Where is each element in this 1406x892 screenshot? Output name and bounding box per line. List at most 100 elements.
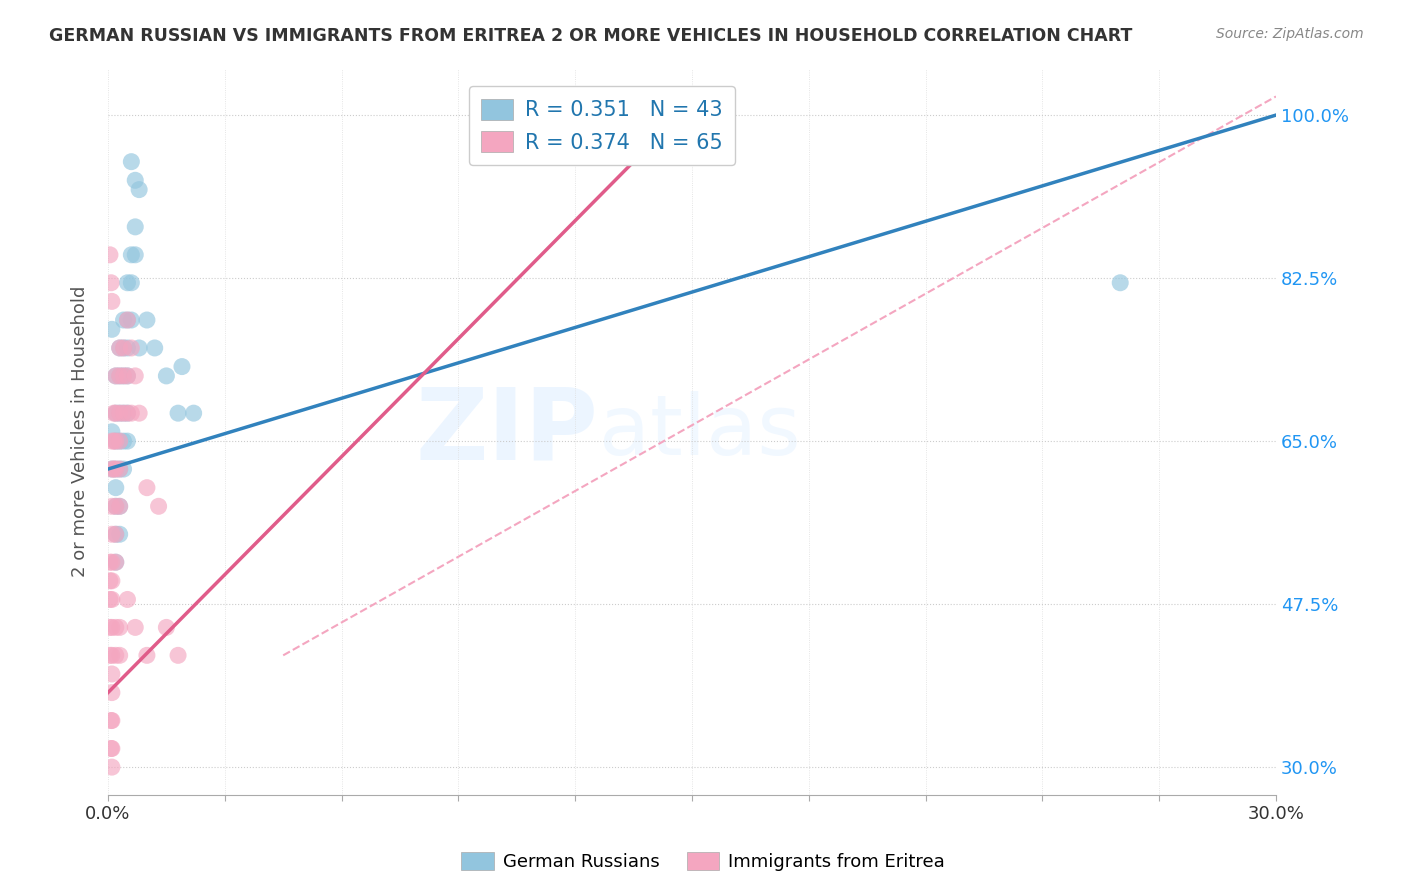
- Point: [112, 341, 135, 355]
- Point: [108, 406, 131, 420]
- Point: [170, 359, 193, 374]
- Point: [100, 741, 122, 756]
- Point: [101, 760, 124, 774]
- Text: ZIP: ZIP: [416, 384, 599, 480]
- Point: [155, 368, 177, 383]
- Point: [124, 219, 146, 234]
- Point: [104, 462, 127, 476]
- Point: [108, 462, 131, 476]
- Legend: German Russians, Immigrants from Eritrea: German Russians, Immigrants from Eritrea: [454, 845, 952, 879]
- Point: [183, 406, 205, 420]
- Point: [101, 648, 124, 663]
- Point: [101, 667, 124, 681]
- Point: [108, 462, 131, 476]
- Point: [104, 555, 127, 569]
- Point: [103, 434, 125, 449]
- Point: [167, 406, 190, 420]
- Point: [104, 500, 127, 514]
- Point: [108, 406, 131, 420]
- Point: [124, 620, 146, 634]
- Point: [120, 276, 142, 290]
- Point: [148, 500, 170, 514]
- Point: [101, 527, 124, 541]
- Point: [104, 527, 127, 541]
- Point: [98, 248, 121, 262]
- Point: [108, 341, 131, 355]
- Point: [108, 368, 131, 383]
- Point: [117, 276, 139, 290]
- Point: [101, 462, 124, 476]
- Point: [117, 592, 139, 607]
- Point: [101, 322, 124, 336]
- Point: [101, 741, 124, 756]
- Point: [108, 500, 131, 514]
- Point: [101, 555, 124, 569]
- Point: [104, 481, 127, 495]
- Y-axis label: 2 or more Vehicles in Household: 2 or more Vehicles in Household: [72, 286, 89, 577]
- Text: Source: ZipAtlas.com: Source: ZipAtlas.com: [1216, 27, 1364, 41]
- Point: [124, 173, 146, 187]
- Point: [112, 313, 135, 327]
- Point: [124, 248, 146, 262]
- Point: [104, 434, 127, 449]
- Point: [167, 648, 190, 663]
- Point: [112, 341, 135, 355]
- Point: [135, 313, 157, 327]
- Point: [101, 462, 124, 476]
- Point: [128, 183, 150, 197]
- Point: [117, 434, 139, 449]
- Point: [112, 368, 135, 383]
- Point: [98, 620, 121, 634]
- Point: [120, 154, 142, 169]
- Point: [101, 620, 124, 634]
- Point: [108, 434, 131, 449]
- Point: [112, 462, 135, 476]
- Point: [135, 481, 157, 495]
- Point: [104, 368, 127, 383]
- Point: [104, 648, 127, 663]
- Point: [108, 368, 131, 383]
- Point: [98, 592, 121, 607]
- Point: [117, 313, 139, 327]
- Point: [98, 574, 121, 588]
- Point: [101, 425, 124, 439]
- Point: [128, 341, 150, 355]
- Point: [104, 527, 127, 541]
- Point: [101, 574, 124, 588]
- Point: [117, 406, 139, 420]
- Point: [101, 685, 124, 699]
- Point: [112, 434, 135, 449]
- Point: [128, 406, 150, 420]
- Point: [108, 648, 131, 663]
- Legend: R = 0.351   N = 43, R = 0.374   N = 65: R = 0.351 N = 43, R = 0.374 N = 65: [468, 87, 735, 165]
- Point: [104, 434, 127, 449]
- Point: [104, 406, 127, 420]
- Point: [1109, 276, 1132, 290]
- Point: [120, 313, 142, 327]
- Point: [155, 620, 177, 634]
- Point: [104, 620, 127, 634]
- Point: [112, 406, 135, 420]
- Point: [120, 248, 142, 262]
- Point: [120, 341, 142, 355]
- Point: [104, 462, 127, 476]
- Text: GERMAN RUSSIAN VS IMMIGRANTS FROM ERITREA 2 OR MORE VEHICLES IN HOUSEHOLD CORREL: GERMAN RUSSIAN VS IMMIGRANTS FROM ERITRE…: [49, 27, 1133, 45]
- Point: [101, 714, 124, 728]
- Point: [104, 555, 127, 569]
- Point: [112, 406, 135, 420]
- Point: [100, 276, 122, 290]
- Point: [120, 406, 142, 420]
- Point: [101, 434, 124, 449]
- Point: [108, 341, 131, 355]
- Point: [117, 341, 139, 355]
- Point: [112, 368, 135, 383]
- Point: [98, 648, 121, 663]
- Point: [103, 462, 125, 476]
- Point: [101, 592, 124, 607]
- Point: [108, 620, 131, 634]
- Point: [100, 714, 122, 728]
- Point: [108, 527, 131, 541]
- Point: [104, 500, 127, 514]
- Point: [117, 368, 139, 383]
- Point: [135, 648, 157, 663]
